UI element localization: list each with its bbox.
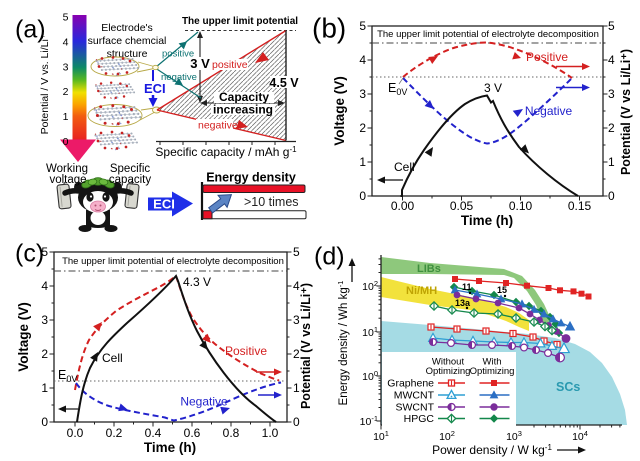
svg-text:Without: Without (432, 357, 465, 368)
svg-text:0: 0 (359, 189, 366, 203)
svg-text:0.6: 0.6 (184, 426, 201, 440)
svg-text:negative: negative (198, 120, 238, 132)
svg-text:Power density / W kg-1: Power density / W kg-1 (432, 443, 552, 457)
svg-text:0.8: 0.8 (223, 426, 240, 440)
svg-text:2: 2 (359, 121, 366, 135)
svg-text:Optimizing: Optimizing (426, 366, 471, 377)
svg-text:With: With (483, 357, 502, 368)
svg-text:Negative: Negative (180, 395, 228, 409)
svg-text:Potential (V vs Li/Li⁺): Potential (V vs Li/Li⁺) (619, 49, 633, 175)
svg-text:5: 5 (359, 19, 366, 33)
svg-text:capacity: capacity (109, 174, 151, 186)
svg-text:5: 5 (293, 245, 300, 259)
svg-text:ECI: ECI (153, 197, 175, 212)
svg-text:surface chemcial: surface chemcial (88, 35, 167, 47)
svg-text:0.0: 0.0 (67, 426, 84, 440)
svg-text:11: 11 (462, 282, 472, 292)
svg-text:4: 4 (359, 53, 366, 67)
svg-text:Working: Working (46, 163, 88, 175)
svg-text:1: 1 (63, 111, 69, 123)
svg-text:0.15: 0.15 (568, 199, 592, 213)
svg-text:2: 2 (41, 347, 48, 361)
svg-text:(a): (a) (15, 16, 46, 44)
svg-text:Potential / V vs. Li/Li⁺: Potential / V vs. Li/Li⁺ (39, 33, 51, 134)
svg-text:voltage: voltage (49, 174, 86, 186)
svg-text:Potential (V vs Li/Li⁺): Potential (V vs Li/Li⁺) (299, 283, 313, 409)
svg-text:0.4: 0.4 (145, 426, 162, 440)
svg-text:(b): (b) (312, 13, 346, 44)
svg-text:(c): (c) (15, 240, 44, 268)
svg-text:4: 4 (293, 279, 300, 293)
svg-text:Graphene: Graphene (387, 378, 434, 390)
svg-text:LIBs: LIBs (417, 263, 441, 275)
svg-text:Negative: Negative (525, 104, 573, 118)
svg-text:0: 0 (63, 136, 69, 148)
svg-text:Time (h): Time (h) (144, 440, 196, 455)
svg-text:Specific capacity / mAh g-1: Specific capacity / mAh g-1 (155, 145, 297, 159)
svg-text:Specific: Specific (110, 163, 151, 175)
svg-text:0.10: 0.10 (509, 199, 533, 213)
svg-text:2: 2 (293, 347, 300, 361)
svg-text:0.00: 0.00 (391, 199, 415, 213)
svg-text:Energy density: Energy density (206, 171, 296, 185)
svg-text:2: 2 (608, 121, 615, 135)
svg-text:Cell: Cell (102, 351, 123, 365)
svg-text:1: 1 (608, 155, 615, 169)
svg-text:(d): (d) (314, 243, 345, 271)
svg-text:Voltage (V): Voltage (V) (16, 302, 31, 372)
svg-text:2: 2 (63, 86, 69, 98)
svg-text:HPGC: HPGC (404, 413, 435, 425)
svg-text:SWCNT: SWCNT (396, 402, 435, 414)
svg-text:>10 times: >10 times (244, 195, 299, 209)
svg-text:3: 3 (293, 313, 300, 327)
svg-text:Positive: Positive (225, 344, 267, 358)
svg-text:negative: negative (161, 72, 197, 83)
svg-text:4.5 V: 4.5 V (269, 76, 299, 90)
svg-text:The upper limit potential of e: The upper limit potential of electrolyte… (62, 256, 284, 267)
svg-text:Ni/MH: Ni/MH (406, 285, 437, 297)
svg-text:0.2: 0.2 (106, 426, 123, 440)
svg-text:3 V: 3 V (190, 56, 210, 71)
svg-text:Electrode's: Electrode's (101, 22, 153, 34)
svg-text:5: 5 (41, 245, 48, 259)
svg-text:SCs: SCs (556, 380, 580, 394)
svg-text:The upper limit potential: The upper limit potential (182, 16, 298, 27)
svg-text:13a: 13a (455, 298, 471, 308)
svg-text:5: 5 (608, 19, 615, 33)
svg-text:1.0: 1.0 (262, 426, 279, 440)
svg-text:0: 0 (608, 189, 615, 203)
svg-text:3: 3 (41, 313, 48, 327)
svg-text:1: 1 (293, 381, 300, 395)
svg-text:3: 3 (63, 61, 69, 73)
svg-text:Energy density / Wh kg-1: Energy density / Wh kg-1 (336, 281, 350, 406)
svg-text:positive: positive (162, 49, 194, 60)
svg-text:Optimizing: Optimizing (470, 366, 515, 377)
svg-text:The upper limit potential of e: The upper limit potential of electrolyte… (377, 29, 599, 40)
svg-text:4: 4 (63, 36, 69, 48)
svg-text:0: 0 (41, 415, 48, 429)
svg-text:0.05: 0.05 (450, 199, 474, 213)
svg-text:15: 15 (497, 285, 507, 295)
svg-text:4: 4 (41, 279, 48, 293)
svg-text:3: 3 (359, 87, 366, 101)
svg-text:ECI: ECI (144, 81, 166, 96)
svg-text:3 V: 3 V (484, 81, 502, 95)
svg-text:3: 3 (608, 87, 615, 101)
svg-text:MWCNT: MWCNT (394, 390, 435, 402)
svg-text:5: 5 (63, 12, 69, 24)
svg-text:4: 4 (608, 53, 615, 67)
svg-text:4.3 V: 4.3 V (183, 275, 211, 289)
svg-text:Voltage (V): Voltage (V) (332, 76, 347, 146)
svg-text:Capacity: Capacity (219, 90, 269, 104)
svg-text:Cell: Cell (394, 160, 415, 174)
svg-text:1: 1 (41, 381, 48, 395)
svg-text:Time (h): Time (h) (461, 213, 513, 228)
svg-text:increasing: increasing (213, 103, 273, 117)
svg-text:positive: positive (212, 59, 248, 71)
svg-text:1: 1 (359, 155, 366, 169)
svg-text:0: 0 (293, 415, 300, 429)
svg-text:Positive: Positive (526, 50, 568, 64)
